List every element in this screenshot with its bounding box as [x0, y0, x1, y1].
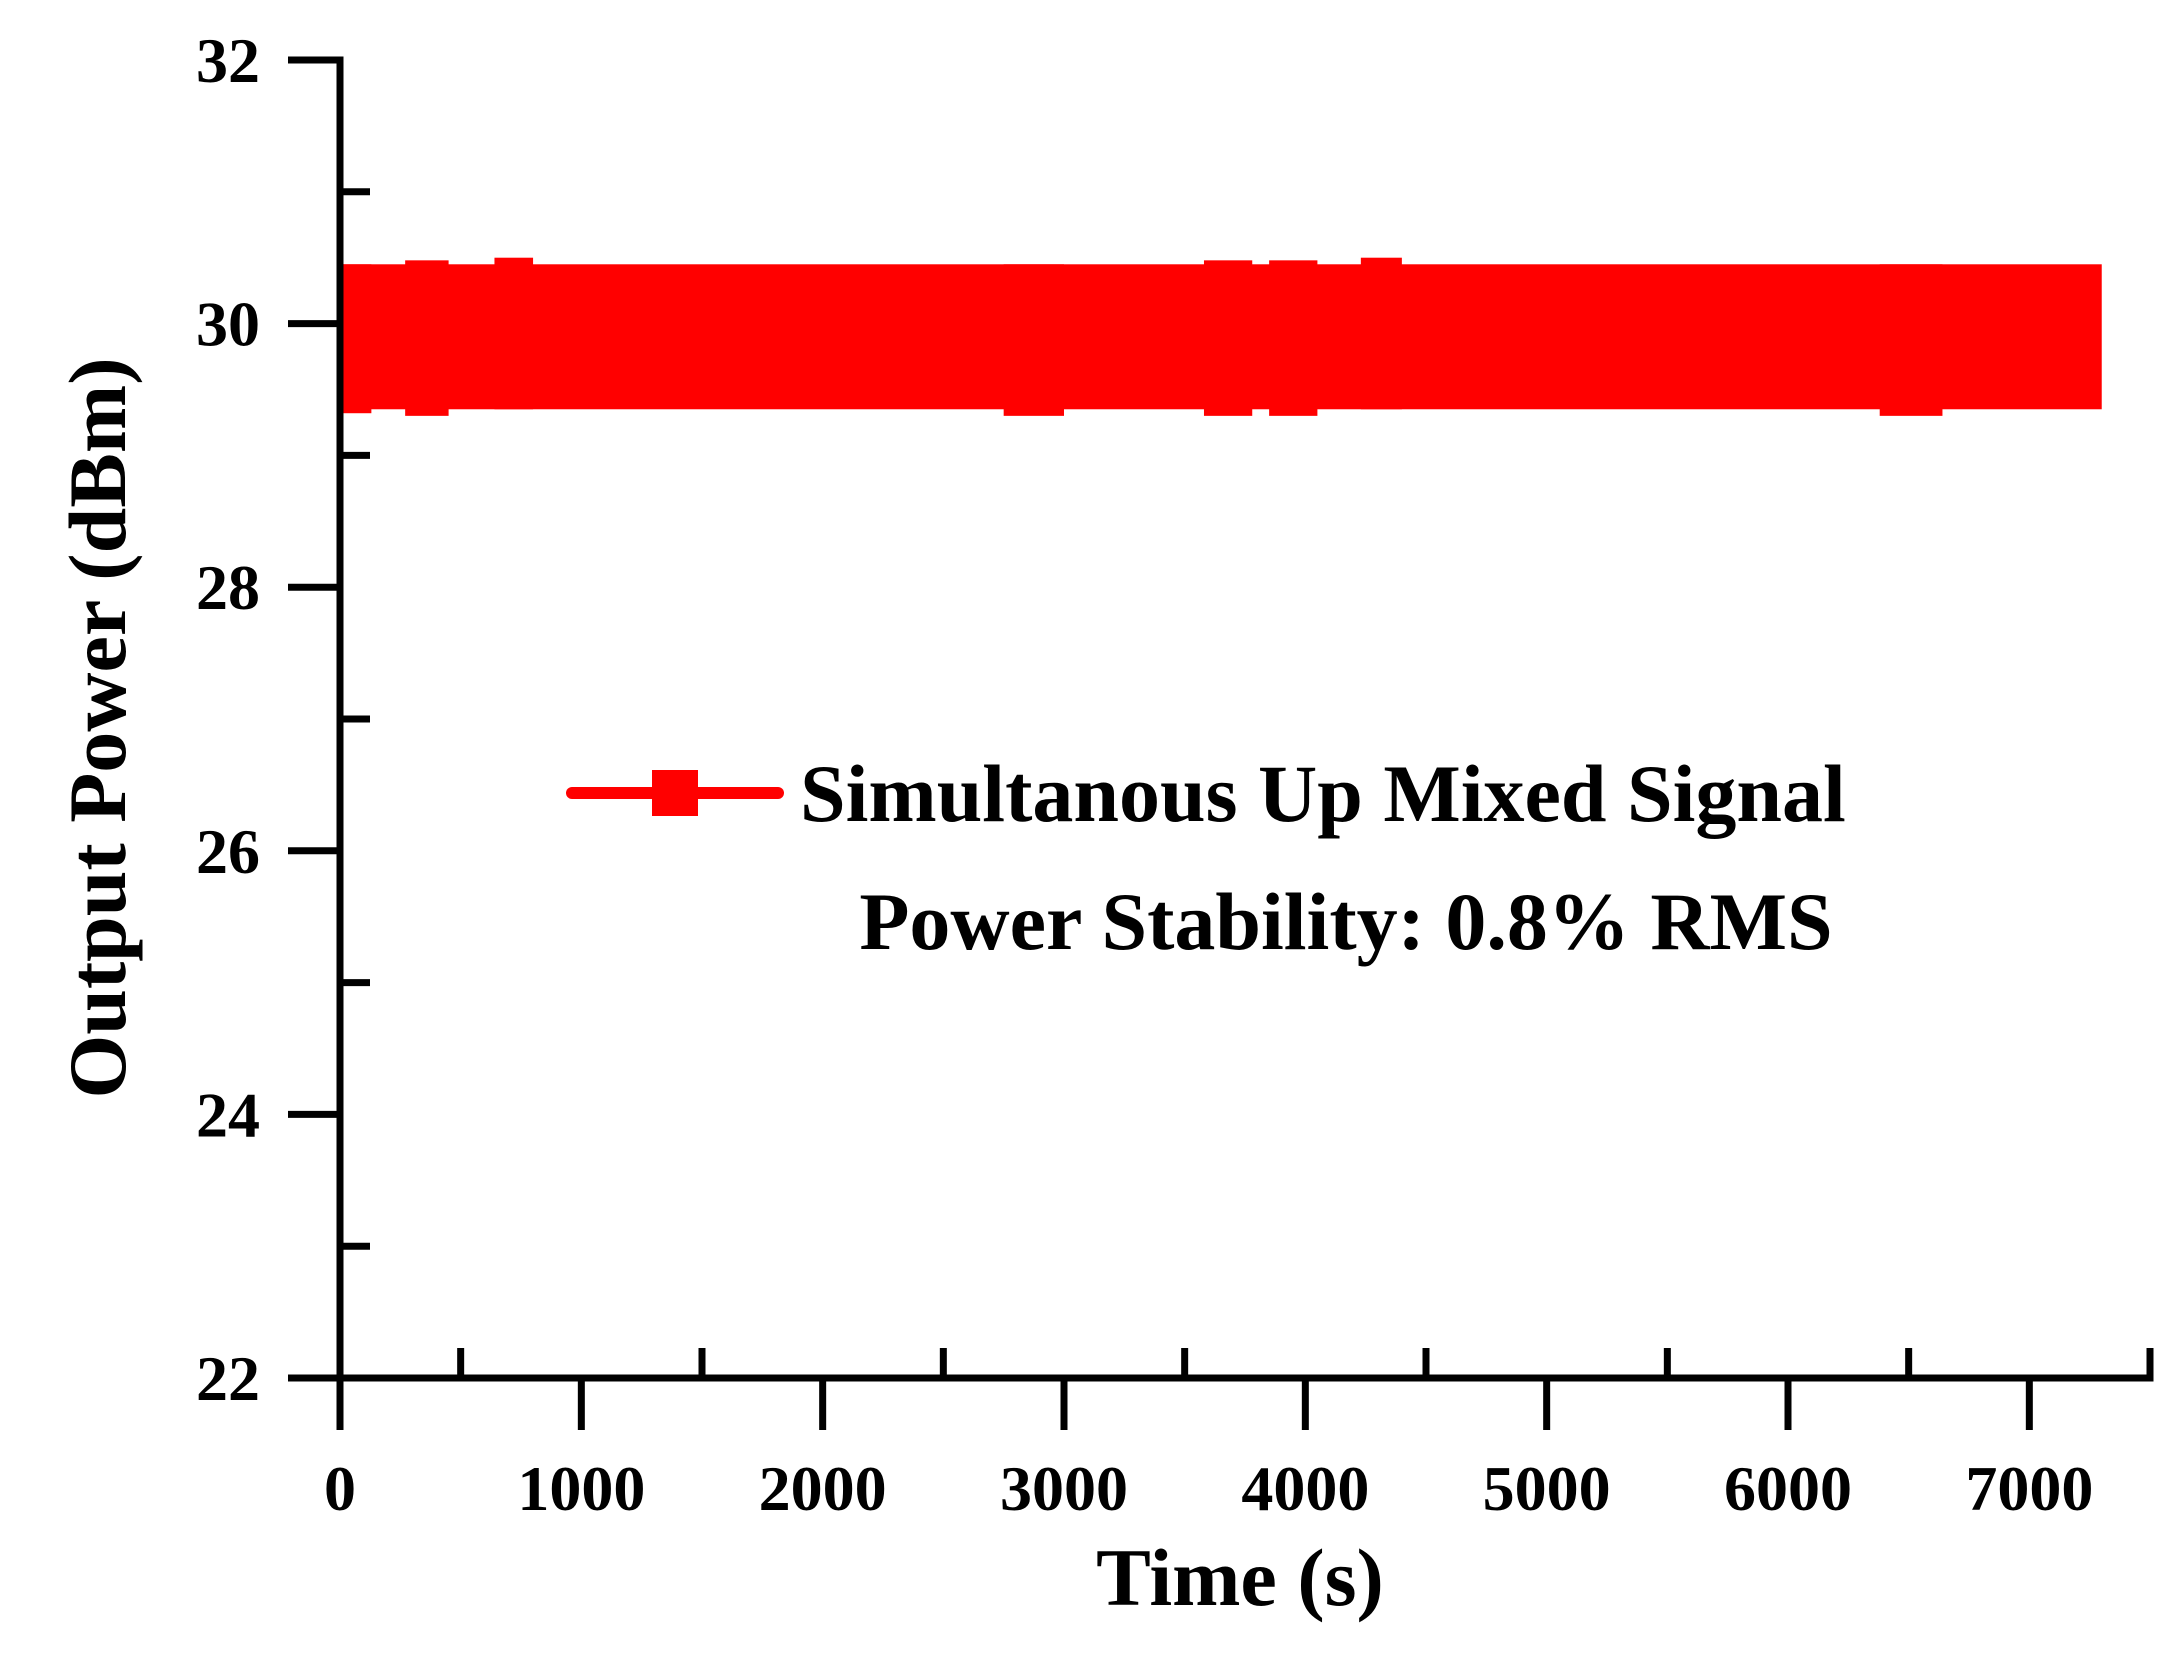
x-tick-label: 0: [324, 1453, 356, 1524]
legend: Simultanous Up Mixed Signal: [566, 748, 1846, 839]
y-tick-label: 28: [196, 552, 260, 623]
y-tick-label: 32: [196, 25, 260, 96]
axes: [288, 56, 2154, 1430]
x-tick-label: 1000: [517, 1453, 645, 1524]
x-axis-title: Time (s): [1096, 1532, 1384, 1623]
x-tick-labels: 0 1000 2000 3000 4000 5000 6000 7000: [324, 1453, 2093, 1524]
x-tick-label: 4000: [1241, 1453, 1369, 1524]
y-tick-label: 22: [196, 1343, 260, 1414]
annotation-power-stability: Power Stability: 0.8% RMS: [859, 876, 1832, 967]
y-tick-label: 30: [196, 289, 260, 360]
series-excursion: [1879, 264, 1943, 416]
series-excursion: [1003, 264, 1064, 416]
data-layer: [340, 257, 2102, 416]
x-tick-label: 5000: [1483, 1453, 1611, 1524]
x-tick-label: 3000: [1000, 1453, 1128, 1524]
series-excursion: [1360, 257, 1402, 410]
x-tick-label: 6000: [1724, 1453, 1852, 1524]
y-tick-labels: 22 24 26 28 30 32: [196, 25, 260, 1414]
y-tick-label: 26: [196, 816, 260, 887]
series-excursion: [1269, 260, 1318, 416]
series-excursion: [494, 257, 534, 410]
series-excursion: [405, 260, 449, 416]
y-tick-label: 24: [196, 1079, 260, 1150]
y-axis-title: Output Power (dBm): [52, 357, 143, 1098]
legend-series-label: Simultanous Up Mixed Signal: [800, 748, 1846, 839]
series-excursion: [1203, 260, 1253, 416]
x-tick-label: 2000: [759, 1453, 887, 1524]
series-excursion: [340, 264, 372, 414]
legend-marker-swatch: [652, 770, 698, 816]
x-tick-label: 7000: [1965, 1453, 2093, 1524]
